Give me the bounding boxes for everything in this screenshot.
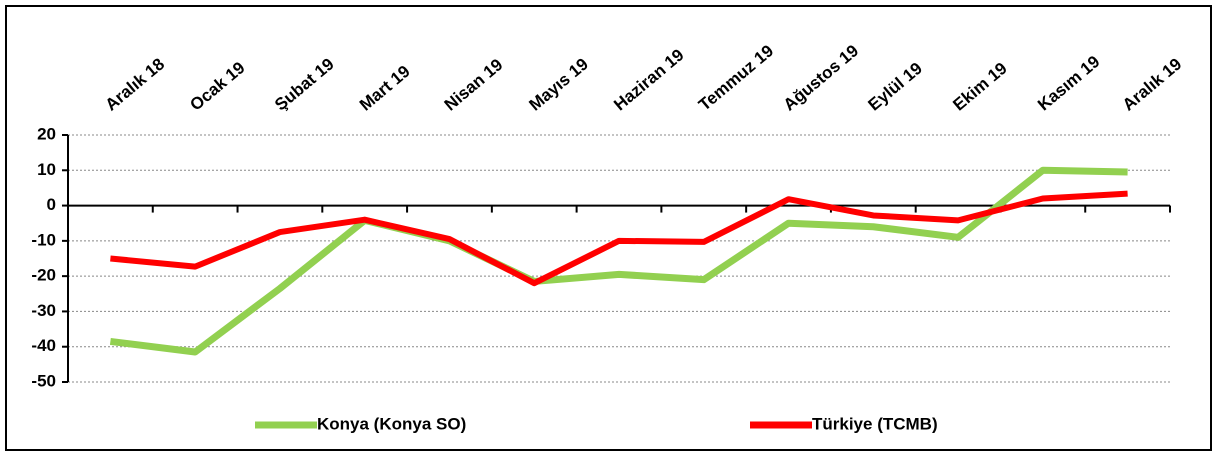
y-tick-label: 0 [47, 195, 56, 214]
y-tick-label: -10 [31, 230, 56, 249]
y-tick-label: -50 [31, 371, 56, 390]
y-tick-label: -20 [31, 266, 56, 285]
y-tick-label: -30 [31, 301, 56, 320]
y-tick-label: 10 [37, 160, 56, 179]
legend-label: Türkiye (TCMB) [812, 414, 938, 433]
series-line [109, 166, 1128, 356]
legend-label: Konya (Konya SO) [317, 414, 466, 433]
y-tick-label: -40 [31, 336, 56, 355]
y-tick-label: 20 [37, 124, 56, 143]
series-line [110, 190, 1128, 287]
frame [5, 5, 1212, 451]
